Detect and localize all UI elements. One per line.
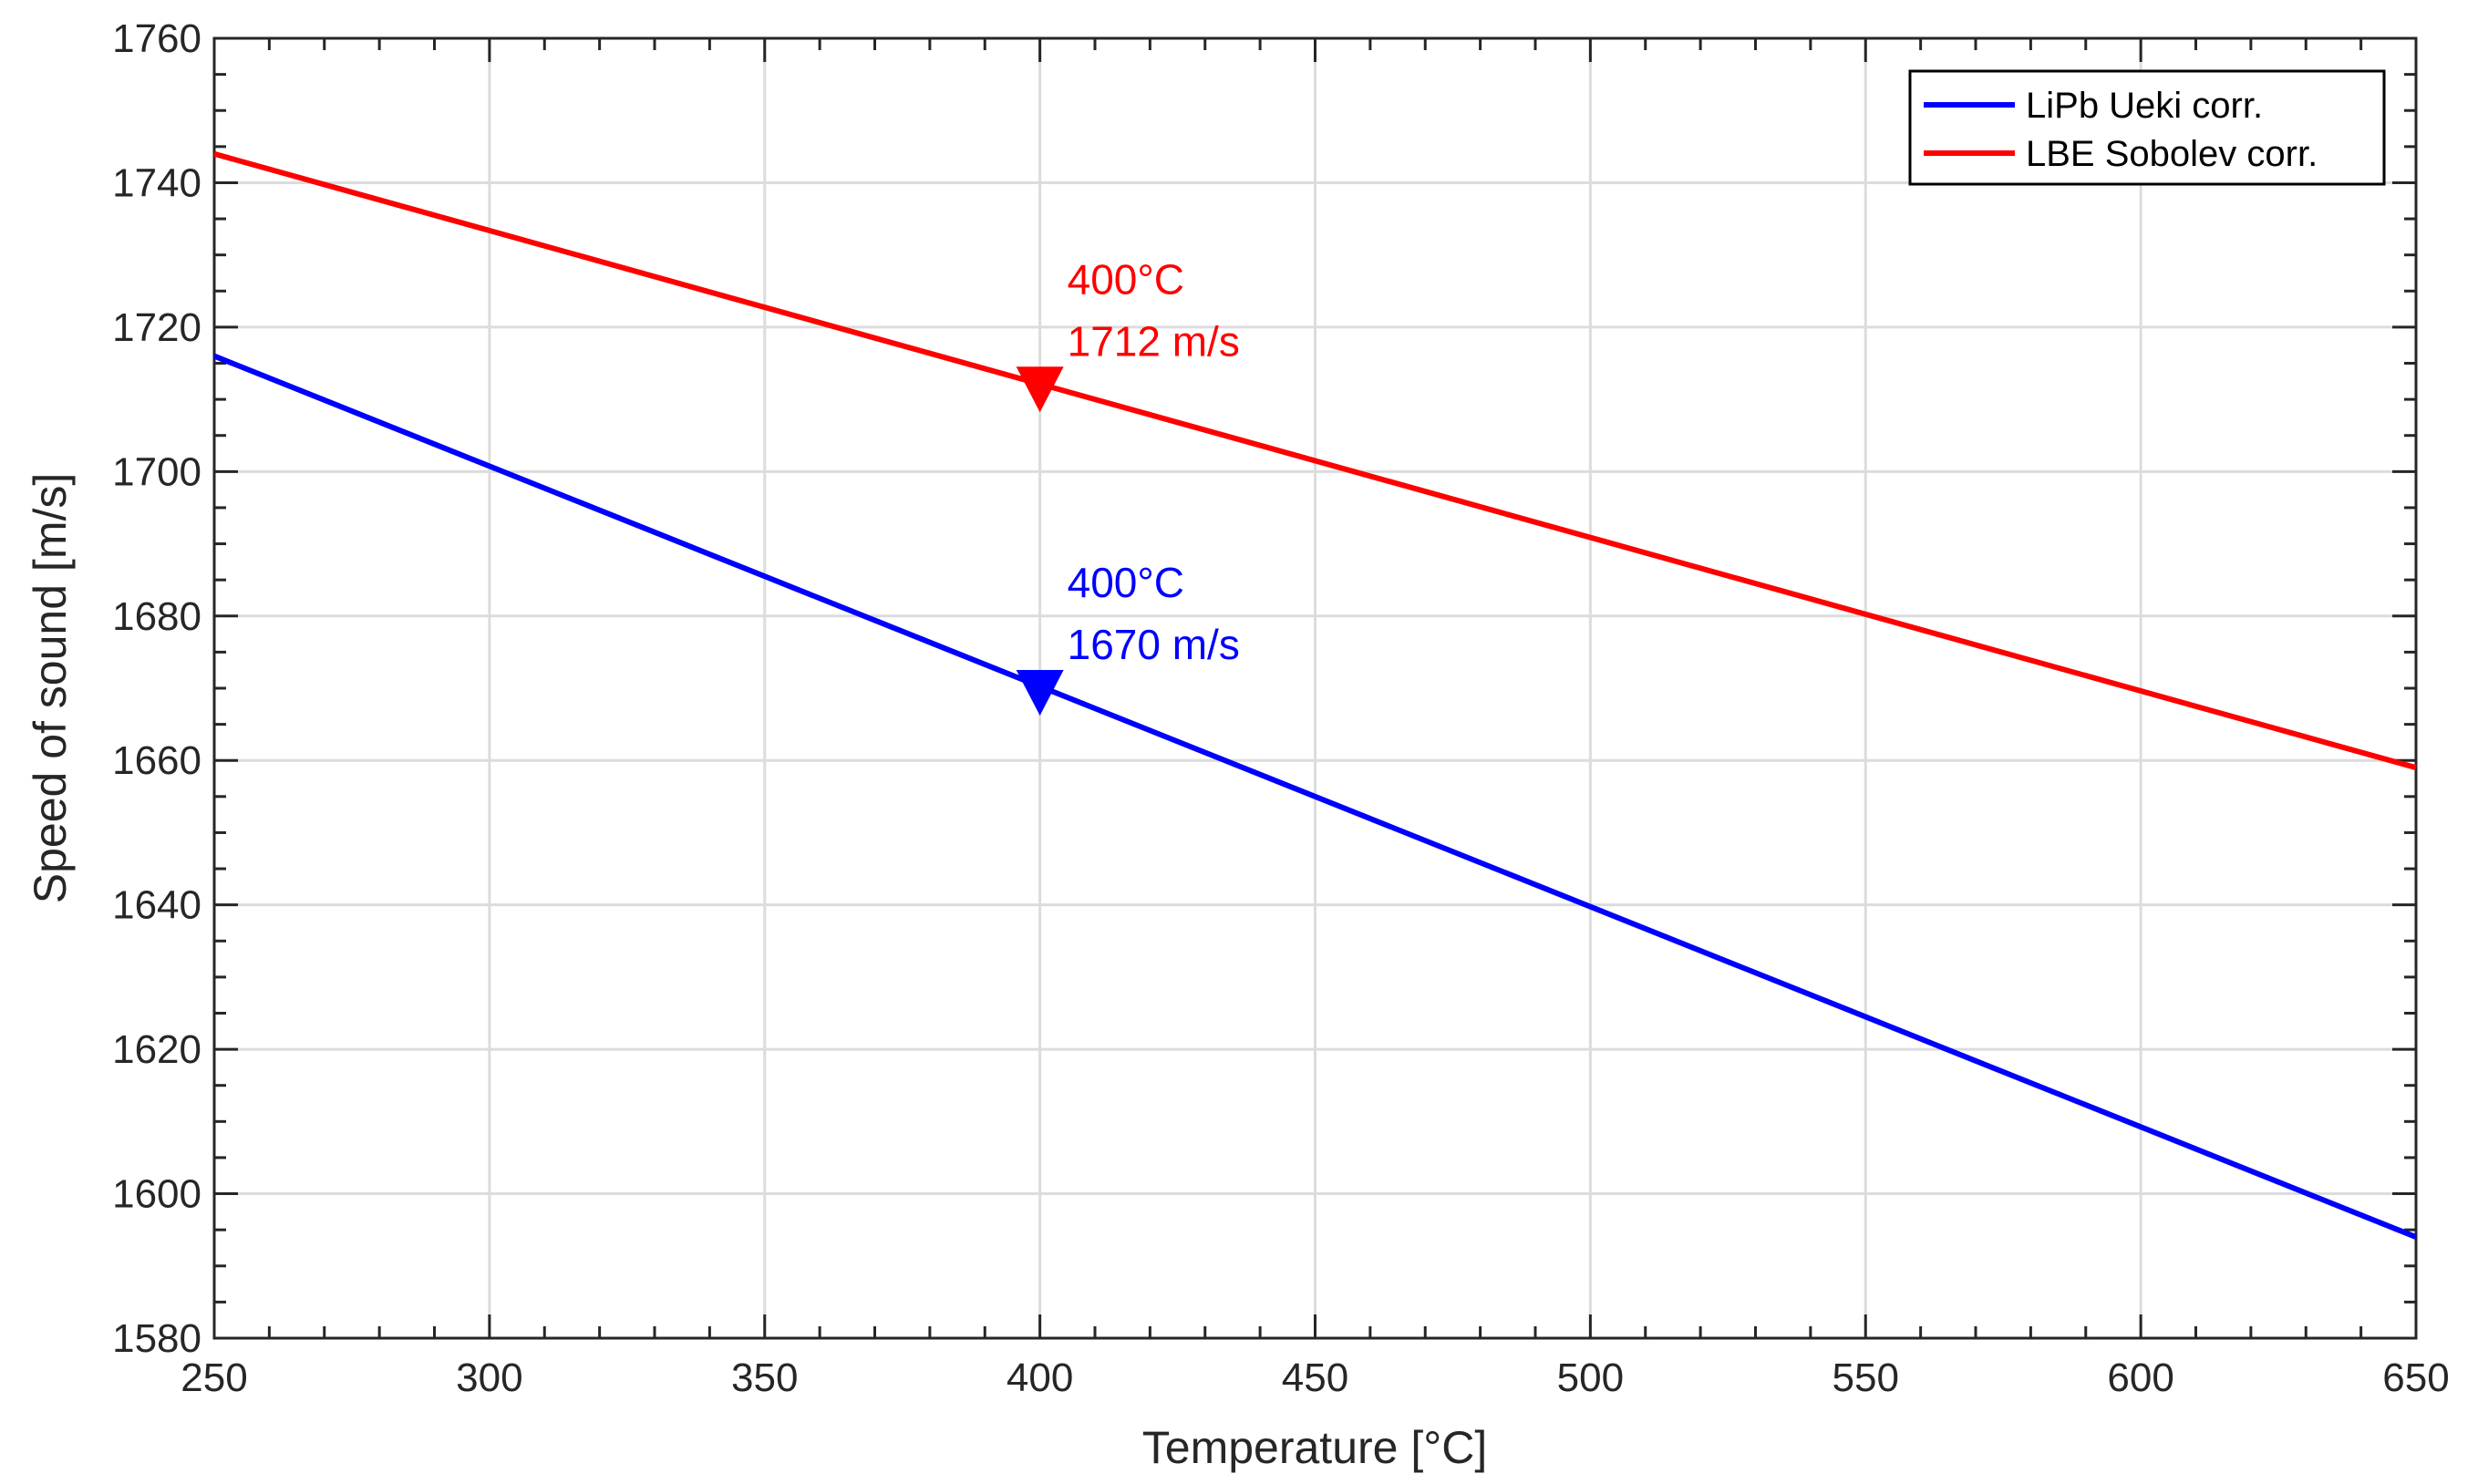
y-tick-label: 1740	[112, 160, 201, 205]
marker-label-1-0: 400°C	[1068, 559, 1184, 606]
x-tick-label: 350	[731, 1355, 798, 1400]
markers: 400°C 1712 m/s 400°C 1670 m/s	[1016, 255, 1240, 716]
plot-frame	[212, 36, 2418, 1340]
legend: LiPb Ueki corr. LBE Sobolev corr.	[1908, 69, 2386, 186]
y-tick-label: 1760	[112, 16, 201, 61]
series-line-0	[212, 353, 2418, 1240]
x-tick-label: 300	[456, 1355, 522, 1400]
y-tick-label: 1680	[112, 594, 201, 639]
marker-0	[1016, 366, 1064, 413]
marker-label-0-0: 400°C	[1068, 255, 1184, 303]
legend-label-lipb: LiPb Ueki corr.	[2026, 86, 2263, 126]
legend-box	[1908, 69, 2386, 186]
series-line-1	[213, 150, 2417, 771]
tick-labels: 250 300 350 400 450 500 550 600 650 1580 1600 1620 1…	[112, 16, 2450, 1400]
y-tick-label: 1640	[112, 883, 201, 928]
legend-label-lbe: LBE Sobolev corr.	[2026, 134, 2318, 174]
x-tick-label: 650	[2382, 1355, 2449, 1400]
y-tick-label: 1600	[112, 1172, 201, 1217]
x-tick-label: 500	[1557, 1355, 1624, 1400]
y-tick-label: 1580	[112, 1316, 201, 1361]
x-tick-label: 250	[181, 1355, 247, 1400]
x-tick-label: 450	[1282, 1355, 1348, 1400]
y-tick-label: 1700	[112, 449, 201, 494]
x-tick-label: 550	[1833, 1355, 1899, 1400]
marker-1	[1016, 670, 1064, 716]
y-tick-label: 1620	[112, 1027, 201, 1072]
marker-label-0-1: 1712 m/s	[1068, 317, 1240, 365]
y-axis-label: Speed of sound [m/s]	[25, 473, 76, 904]
grid	[214, 38, 2416, 1338]
y-tick-label: 1660	[112, 738, 201, 783]
y-tick-label: 1720	[112, 305, 201, 350]
marker-label-1-1: 1670 m/s	[1068, 621, 1240, 668]
x-tick-label: 600	[2107, 1355, 2173, 1400]
series	[212, 150, 2418, 1240]
x-tick-label: 400	[1007, 1355, 1073, 1400]
x-axis-label: Temperature [°C]	[1142, 1422, 1487, 1473]
